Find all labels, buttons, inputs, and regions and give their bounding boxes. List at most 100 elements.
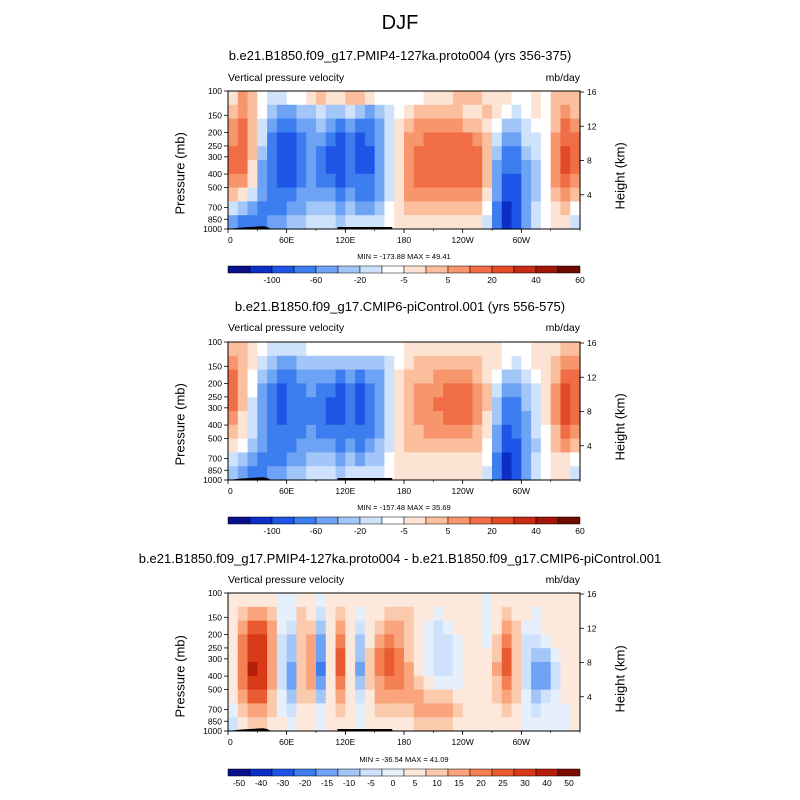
field-cell	[276, 452, 288, 467]
field-cell	[228, 675, 239, 691]
field-cell	[316, 411, 327, 426]
field-cell	[501, 662, 513, 677]
field-cell	[540, 91, 552, 106]
field-cell	[364, 620, 376, 635]
field-cell	[384, 452, 395, 467]
field-cell	[511, 675, 522, 691]
field-cell	[316, 689, 327, 704]
field-cell	[550, 703, 562, 718]
field-cell	[355, 424, 366, 440]
field-cell	[482, 160, 493, 175]
field-cell	[570, 342, 581, 357]
field-cell	[257, 634, 268, 649]
field-cell	[267, 411, 278, 426]
field-cell	[404, 369, 415, 384]
field-cell	[540, 411, 552, 426]
field-cell	[228, 215, 239, 230]
field-cell	[325, 606, 337, 622]
field-cell	[374, 689, 386, 704]
colorbar-tick-label: 25	[498, 778, 508, 788]
field-cell	[384, 201, 395, 216]
field-cell	[413, 215, 425, 230]
field-cell	[521, 411, 532, 426]
field-cell	[540, 383, 552, 398]
field-cell	[267, 717, 278, 732]
field-cell	[423, 160, 434, 175]
field-cell	[364, 438, 376, 453]
yr-tick-label: 12	[587, 372, 597, 382]
field-cell	[384, 187, 395, 202]
field-cell	[355, 606, 366, 622]
field-cell	[296, 146, 307, 161]
field-cell	[472, 146, 483, 161]
field-cell	[433, 104, 444, 120]
colorbar-swatch	[403, 768, 427, 777]
field-cell	[443, 620, 454, 635]
field-cell	[286, 620, 298, 635]
field-cell	[492, 383, 503, 398]
field-cell	[384, 118, 395, 133]
y-tick-label: 700	[208, 454, 222, 464]
field-cell	[267, 187, 278, 202]
x-tick-label: 120E	[335, 737, 355, 747]
field-cell	[511, 355, 522, 371]
field-cell	[384, 160, 395, 175]
field-cell	[374, 146, 386, 161]
y-tick-label: 1000	[203, 475, 222, 485]
x-tick-label: 120W	[452, 737, 474, 747]
y-tick-label: 850	[208, 214, 222, 224]
field-cell	[394, 355, 405, 371]
field-cell	[550, 466, 562, 481]
field-cell	[394, 438, 405, 453]
field-cell	[296, 466, 307, 481]
panel-1-colorbar	[227, 265, 581, 274]
field-cell	[443, 369, 454, 384]
field-cell	[306, 173, 317, 189]
field-cell	[267, 383, 278, 398]
field-cell	[257, 703, 268, 718]
field-cell	[423, 689, 434, 704]
field-cell	[316, 397, 327, 412]
field-cell	[325, 424, 337, 440]
field-cell	[482, 173, 493, 189]
y-tick-label: 300	[208, 152, 222, 162]
field-cell	[335, 438, 346, 453]
field-cell	[560, 187, 571, 202]
field-cell	[462, 648, 474, 663]
field-cell	[531, 342, 542, 357]
field-cell	[355, 675, 366, 691]
field-cell	[237, 424, 249, 440]
colorbar-swatch	[447, 768, 471, 777]
field-cell	[335, 634, 346, 649]
field-cell	[355, 383, 366, 398]
field-cell	[531, 215, 542, 230]
field-cell	[325, 717, 337, 732]
field-cell	[394, 452, 405, 467]
field-cell	[452, 342, 464, 357]
field-cell	[560, 648, 571, 663]
field-cell	[247, 160, 258, 175]
field-cell	[482, 620, 493, 635]
field-cell	[335, 173, 346, 189]
field-cell	[276, 606, 288, 622]
field-cell	[560, 593, 571, 608]
field-cell	[228, 383, 239, 398]
colorbar-tick-label: -20	[354, 526, 367, 536]
field-cell	[404, 173, 415, 189]
field-cell	[247, 369, 258, 384]
field-cell	[570, 160, 581, 175]
field-cell	[394, 146, 405, 161]
field-cell	[443, 662, 454, 677]
field-cell	[237, 118, 249, 133]
field-cell	[325, 91, 337, 106]
field-cell	[257, 118, 268, 133]
field-cell	[501, 438, 513, 453]
field-cell	[394, 424, 405, 440]
field-cell	[501, 593, 513, 608]
field-cell	[423, 634, 434, 649]
field-cell	[472, 648, 483, 663]
field-cell	[404, 438, 415, 453]
field-cell	[462, 438, 474, 453]
field-cell	[531, 466, 542, 481]
field-cell	[374, 397, 386, 412]
